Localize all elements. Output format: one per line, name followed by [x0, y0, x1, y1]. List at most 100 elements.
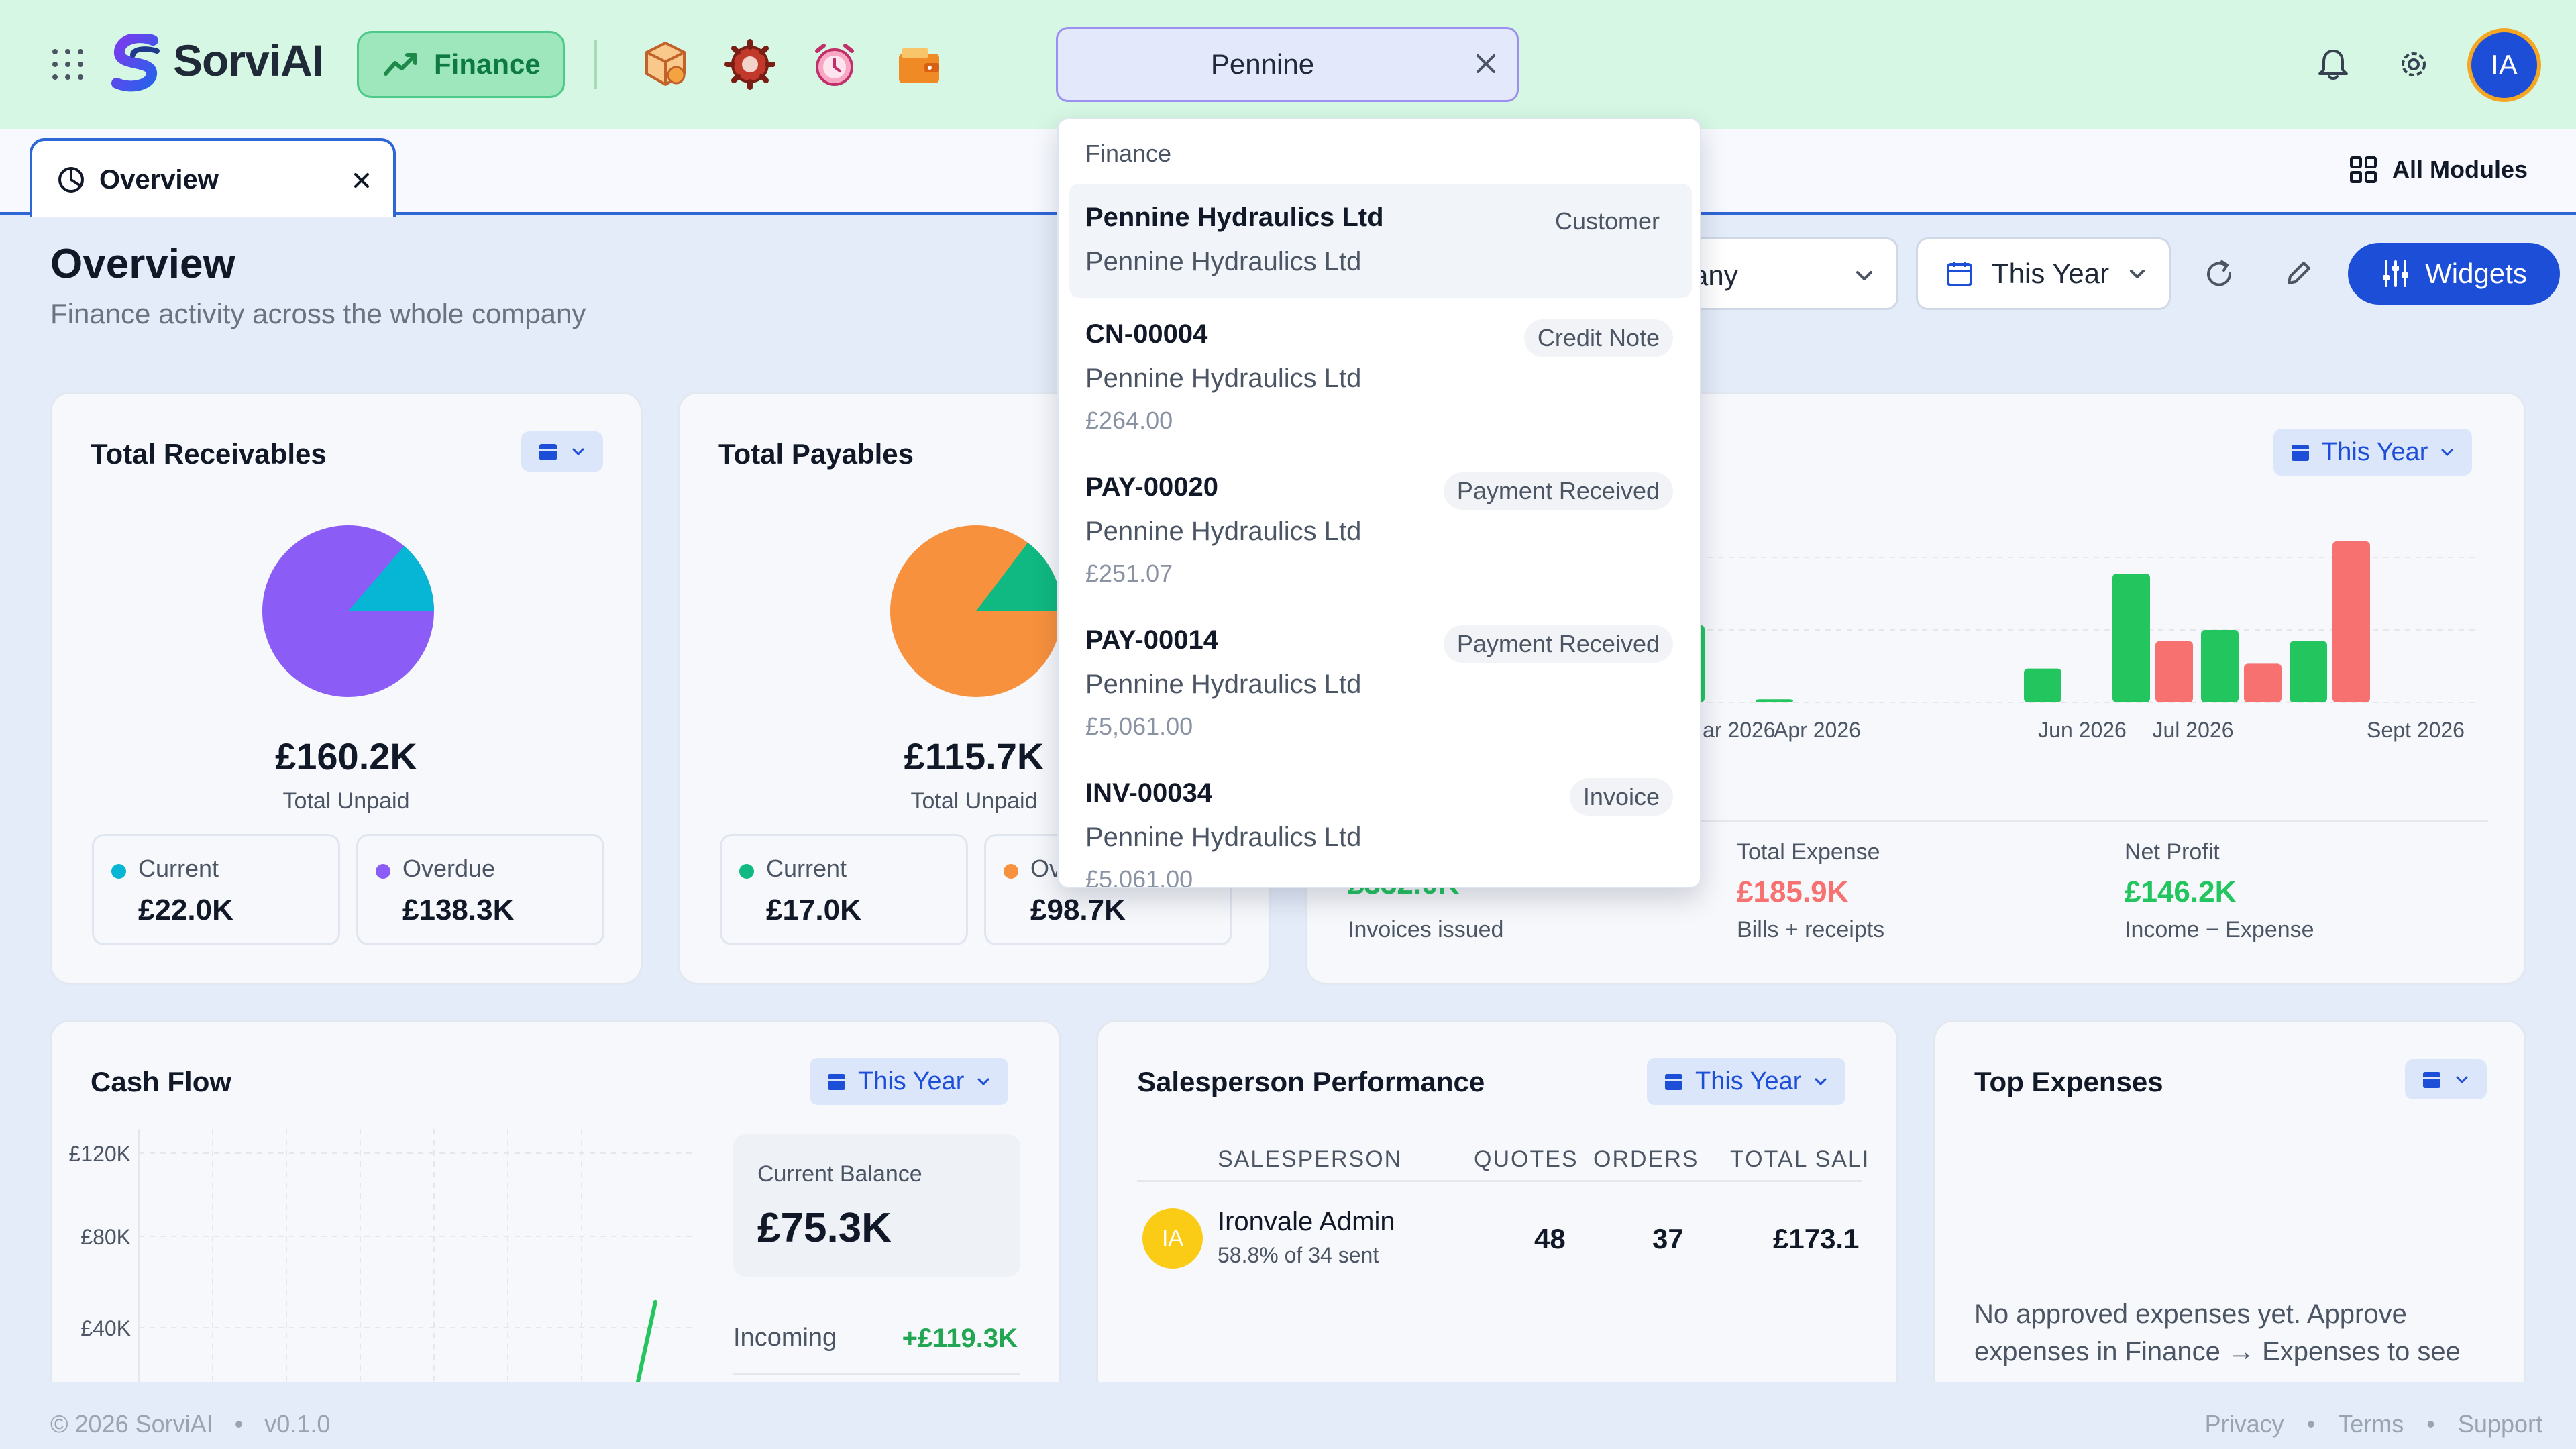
- search-result-item[interactable]: Pennine Hydraulics Ltd Pennine Hydraulic…: [1069, 184, 1692, 298]
- settings-tools-icon[interactable]: [724, 39, 775, 90]
- receivables-overdue-box: Overdue £138.3K: [356, 834, 604, 945]
- receivables-pie-chart: [262, 525, 434, 697]
- top-expenses-period-button[interactable]: [2405, 1059, 2487, 1099]
- result-name: Pennine Hydraulics Ltd: [1085, 247, 1362, 276]
- divider: [1348, 820, 2488, 822]
- card-title: Total Payables: [718, 438, 914, 470]
- stat-label: Current: [138, 855, 219, 882]
- result-amount: £5,061.00: [1085, 712, 1193, 740]
- income-sub: Invoices issued: [1348, 917, 1504, 943]
- income-expense-period-button[interactable]: This Year: [2273, 429, 2473, 476]
- card-title: Top Expenses: [1974, 1066, 2163, 1097]
- balance-value: £75.3K: [757, 1205, 892, 1251]
- chevron-down-icon: [2441, 449, 2453, 457]
- legend-dot: [111, 864, 126, 879]
- chevron-down-icon: [2130, 270, 2145, 278]
- salesperson-avatar: IA: [1142, 1208, 1203, 1269]
- module-label: Finance: [434, 48, 541, 80]
- empty-state-line1: No approved expenses yet. Approve: [1974, 1299, 2407, 1329]
- search-result-item[interactable]: PAY-00014 Pennine Hydraulics Ltd £5,061.…: [1069, 606, 1692, 755]
- incoming-label: Incoming: [733, 1324, 837, 1352]
- alarm-clock-icon[interactable]: [809, 39, 860, 90]
- balance-box: Current Balance £75.3K: [733, 1134, 1020, 1277]
- search-input[interactable]: [1058, 29, 1467, 100]
- result-name: Pennine Hydraulics Ltd: [1085, 364, 1362, 393]
- tab-overview[interactable]: Overview: [30, 138, 396, 217]
- period-label: This Year: [858, 1067, 965, 1095]
- column-header: QUOTES: [1474, 1146, 1578, 1172]
- trending-up-icon: [384, 53, 417, 76]
- empty-state-line2: expenses in Finance → Expenses to see: [1974, 1337, 2461, 1366]
- result-type-badge: Customer: [1554, 207, 1660, 235]
- search-result-item[interactable]: CN-00004 Pennine Hydraulics Ltd £264.00 …: [1069, 301, 1692, 449]
- chevron-down-icon: [572, 448, 584, 456]
- grid-modules-icon: [2350, 156, 2377, 183]
- result-name: Pennine Hydraulics Ltd: [1085, 669, 1362, 699]
- all-modules-button[interactable]: All Modules: [2349, 156, 2528, 184]
- pie-slice-current: [976, 542, 1062, 611]
- app-launcher-icon[interactable]: [52, 49, 83, 80]
- chevron-down-icon: [977, 1078, 989, 1086]
- widgets-button[interactable]: Widgets: [2348, 243, 2560, 305]
- x-tick-label: Jul 2026: [2153, 718, 2234, 742]
- tab-label: Overview: [99, 165, 219, 195]
- incoming-value: +£119.3K: [902, 1324, 1018, 1353]
- chevron-down-icon: [2456, 1076, 2468, 1084]
- page-subtitle: Finance activity across the whole compan…: [50, 298, 586, 329]
- clear-search-icon[interactable]: [1471, 49, 1501, 78]
- period-label: This Year: [2322, 437, 2428, 466]
- terms-link[interactable]: Terms: [2338, 1410, 2404, 1438]
- calendar-icon: [828, 1074, 845, 1090]
- x-tick-label: Apr 2026: [1774, 718, 1861, 742]
- payables-caption: Total Unpaid: [910, 788, 1038, 814]
- calendar-icon: [2423, 1072, 2440, 1088]
- search-result-item[interactable]: INV-00034 Pennine Hydraulics Ltd £5,061.…: [1069, 759, 1692, 887]
- module-switcher-button[interactable]: Finance: [357, 31, 565, 98]
- stat-value: £98.7K: [1030, 894, 1126, 926]
- calendar-icon: [1665, 1074, 1682, 1090]
- expense-sub: Bills + receipts: [1737, 917, 1885, 943]
- user-avatar[interactable]: IA: [2467, 28, 2541, 102]
- settings-gear-icon[interactable]: [2396, 47, 2431, 82]
- income-bar-aug-2026: [2201, 630, 2239, 702]
- refresh-icon[interactable]: [2202, 256, 2237, 291]
- dashboard-pie-icon: [58, 167, 84, 193]
- inventory-box-icon[interactable]: [640, 39, 691, 90]
- receivables-current-box: Current £22.0K: [92, 834, 340, 945]
- salesperson-period-button[interactable]: This Year: [1647, 1058, 1846, 1105]
- close-tab-icon[interactable]: [350, 169, 373, 192]
- search-result-item[interactable]: PAY-00020 Pennine Hydraulics Ltd £251.07…: [1069, 453, 1692, 602]
- stat-label: Overdue: [402, 855, 496, 882]
- version-text: v0.1.0: [264, 1410, 331, 1438]
- result-title: Pennine Hydraulics Ltd: [1085, 203, 1384, 232]
- edit-pencil-icon[interactable]: [2281, 256, 2316, 291]
- salesperson-sub: 58.8% of 34 sent: [1218, 1243, 1379, 1267]
- payables-total: £115.7K: [904, 735, 1044, 777]
- divider: [594, 40, 597, 89]
- receivables-total: £160.2K: [275, 735, 417, 777]
- support-link[interactable]: Support: [2457, 1410, 2542, 1438]
- expense-label: Total Expense: [1737, 839, 1880, 865]
- column-header: SALESPERSON: [1218, 1146, 1403, 1172]
- receivables-period-button[interactable]: [521, 431, 603, 472]
- result-name: Pennine Hydraulics Ltd: [1085, 517, 1362, 546]
- result-group-label: Finance: [1085, 140, 1172, 167]
- income-expense-bar-chart: Mar 2026 Apr 2026 Jun 2026 Jul 2026 Sept…: [1667, 541, 2475, 742]
- card-title: Total Receivables: [91, 438, 327, 470]
- expense-value: £185.9K: [1737, 875, 1849, 908]
- result-amount: £264.00: [1085, 407, 1173, 434]
- notifications-bell-icon[interactable]: [2316, 47, 2351, 82]
- legend-dot: [376, 864, 390, 879]
- calendar-icon: [2292, 445, 2309, 461]
- result-type-badge: Payment Received: [1443, 625, 1673, 663]
- profit-value: £146.2K: [2125, 875, 2237, 908]
- cash-flow-period-button[interactable]: This Year: [810, 1058, 1009, 1105]
- stat-label: Current: [766, 855, 847, 882]
- separator-dot: •: [2306, 1410, 2316, 1438]
- wallet-icon[interactable]: [894, 39, 945, 90]
- period-select[interactable]: This Year: [1916, 237, 2171, 310]
- sliders-icon: [2383, 260, 2409, 287]
- privacy-link[interactable]: Privacy: [2204, 1410, 2284, 1438]
- total-sales-cell: £173.1: [1773, 1223, 1860, 1254]
- result-type-badge: Payment Received: [1443, 472, 1673, 510]
